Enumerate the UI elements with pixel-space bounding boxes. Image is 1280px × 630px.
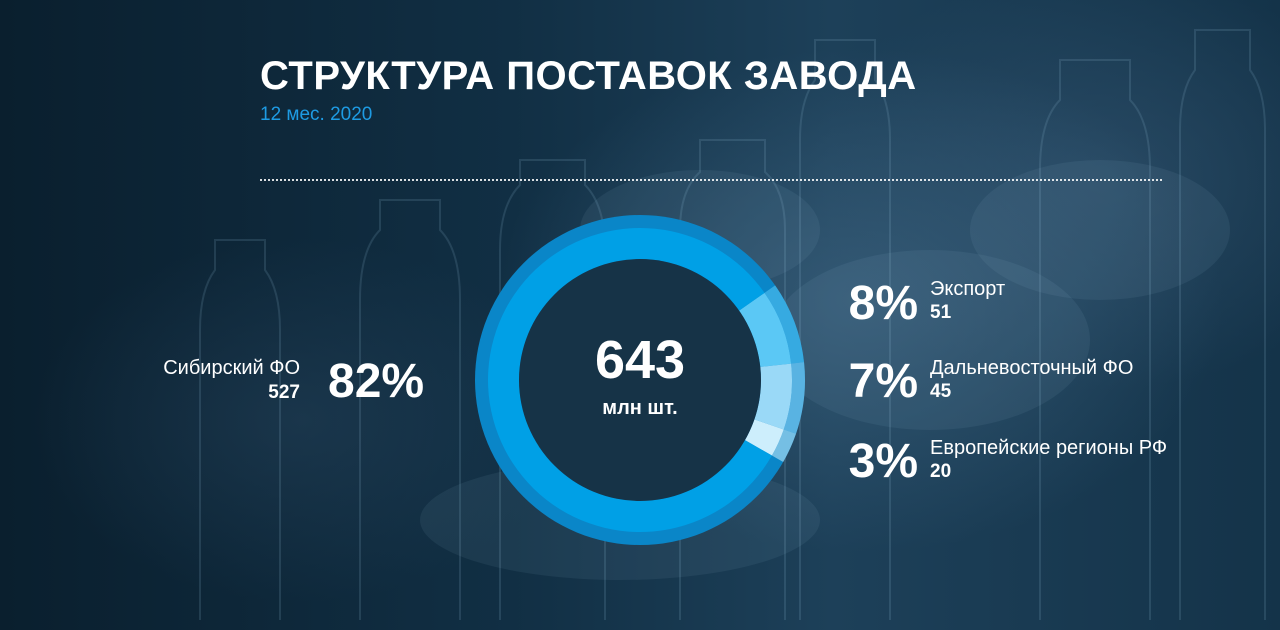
slice-percent: 7% — [848, 355, 918, 408]
donut-slice-far-east-outer-band — [783, 362, 805, 434]
chart-title: СТРУКТУРА ПОСТАВОК ЗАВОДА — [260, 54, 917, 98]
chart-subtitle: 12 мес. 2020 — [260, 104, 373, 125]
slice-name: Европейские регионы РФ — [930, 437, 1168, 459]
donut-chart — [475, 215, 805, 545]
total-value: 643 — [594, 330, 686, 390]
donut-slice-europe-outer-band — [771, 429, 797, 463]
slice-value: 45 — [930, 381, 952, 402]
donut-slices — [488, 228, 805, 532]
slice-value: 20 — [930, 461, 952, 482]
donut-hole — [519, 259, 761, 501]
total-unit: млн шт. — [602, 397, 678, 419]
slice-name: Дальневосточный ФО — [930, 357, 1134, 379]
slice-percent: 3% — [848, 435, 918, 488]
donut-slice-export — [739, 292, 792, 367]
slice-percent: 8% — [848, 277, 918, 330]
dotted-divider — [260, 179, 1162, 181]
donut-slice-export-outer-band — [764, 285, 805, 364]
slice-value: 51 — [930, 302, 952, 323]
slice-value: 527 — [268, 382, 300, 403]
donut-slice-far-east — [754, 363, 792, 430]
slice-name: Сибирский ФО — [163, 357, 300, 379]
slice-percent: 82% — [328, 355, 425, 408]
donut-slice-europe — [744, 419, 784, 456]
slice-name: Экспорт — [930, 278, 1006, 300]
